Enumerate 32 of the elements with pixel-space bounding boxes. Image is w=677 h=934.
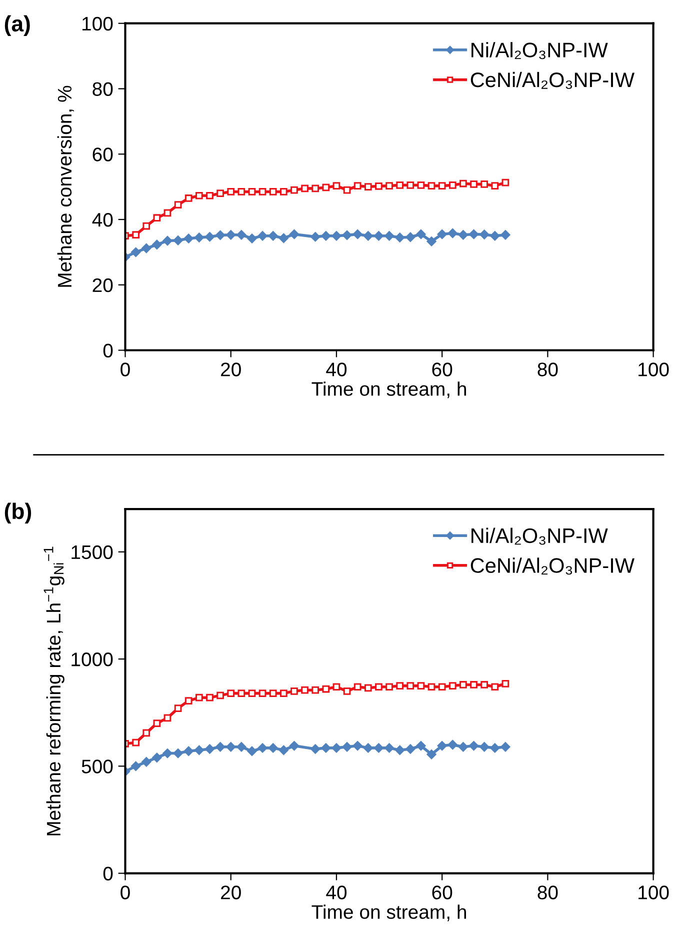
y-tick-label: 1000: [72, 652, 113, 666]
legend-label: Ni/Al₂O₃NP-IW: [472, 528, 608, 545]
x-tick-label: 60: [432, 362, 452, 376]
y-tick-label: 80: [92, 82, 113, 96]
x-tick-label: 40: [326, 362, 347, 376]
y-tick-label: 1500: [72, 545, 113, 560]
x-tick-label: 0: [120, 362, 130, 376]
legend-label: Ni/Al₂O₃NP-IW: [472, 42, 608, 60]
x-axis-title: Time on stream, h: [312, 904, 466, 922]
x-tick-label: 80: [538, 886, 558, 900]
x-tick-label: 100: [638, 362, 669, 376]
y-axis-title: Methane conversion, %: [57, 86, 74, 287]
y-axis-title: Methane reforming rate, Lh$^{−1}$g$_{Ni}$$^{−1}$: [44, 546, 64, 836]
y-tick-label: 0: [103, 344, 113, 358]
x-tick-label: 100: [638, 886, 669, 900]
y-tick-label: 20: [92, 278, 113, 292]
legend-label: CeNi/Al₂O₃NP-IW: [470, 558, 634, 575]
y-tick-label: 40: [92, 212, 113, 227]
x-axis-title: Time on stream, h: [312, 382, 466, 398]
x-tick-label: 0: [120, 886, 130, 900]
legend-label: CeNi/Al₂O₃NP-IW: [470, 72, 634, 89]
y-tick-label: 0: [103, 866, 113, 881]
chart-title: (b): [4, 502, 32, 524]
x-tick-label: 40: [326, 886, 347, 900]
x-tick-label: 20: [221, 362, 241, 376]
x-tick-label: 80: [538, 362, 558, 376]
y-tick-label: 100: [82, 16, 113, 31]
x-tick-label: 20: [221, 886, 241, 900]
chart-title: (a): [4, 15, 30, 36]
y-tick-label: 500: [82, 760, 113, 774]
x-tick-label: 60: [432, 886, 452, 900]
y-tick-label: 60: [92, 148, 113, 162]
